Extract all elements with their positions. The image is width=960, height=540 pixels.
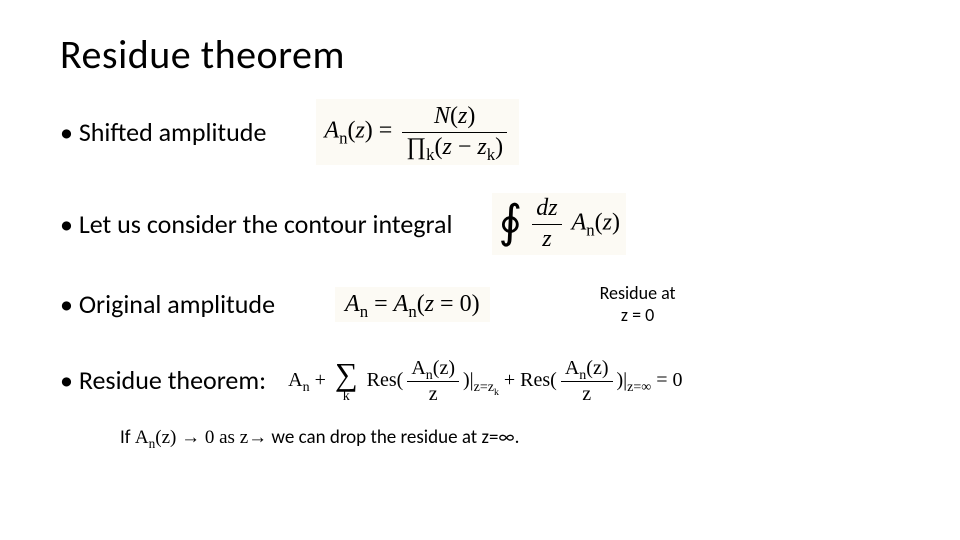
- slide: Residue theorem Shifted amplitude An(z) …: [0, 0, 960, 540]
- equation-shifted-amplitude: An(z) = N(z) ∏k(z − zk): [316, 99, 519, 165]
- annotation-line1: Residue at: [600, 282, 676, 304]
- bullet-residue-theorem: Residue theorem:: [60, 365, 266, 396]
- bullet-row-4: Residue theorem: An + ∑k Res(An(z)z)|z=z…: [60, 355, 900, 408]
- equation-contour-integral: ∮ dz z An(z): [492, 193, 626, 255]
- footer-suffix: we can drop the residue at z=∞.: [267, 426, 519, 449]
- bullet-row-1: Shifted amplitude An(z) = N(z) ∏k(z − zk…: [60, 99, 900, 165]
- bullet-row-2: Let us consider the contour integral ∮ d…: [60, 193, 900, 255]
- footer-note: If An(z) → 0 as z→ we can drop the resid…: [120, 426, 900, 449]
- bullet-shifted-amplitude: Shifted amplitude: [60, 117, 266, 148]
- annotation-line2: z = 0: [621, 304, 654, 326]
- bullet-contour-integral: Let us consider the contour integral: [60, 209, 452, 240]
- page-title: Residue theorem: [60, 30, 900, 79]
- bullet-original-amplitude: Original amplitude: [60, 289, 275, 320]
- annotation-residue-at-zero: Residue at z = 0: [600, 283, 676, 326]
- equation-residue-theorem: An + ∑k Res(An(z)z)|z=zk + Res(An(z)z)|z…: [284, 355, 686, 408]
- bullet-row-3: Original amplitude An = An(z = 0) Residu…: [60, 283, 900, 326]
- equation-original-amplitude: An = An(z = 0): [335, 287, 490, 322]
- footer-prefix: If: [120, 426, 135, 449]
